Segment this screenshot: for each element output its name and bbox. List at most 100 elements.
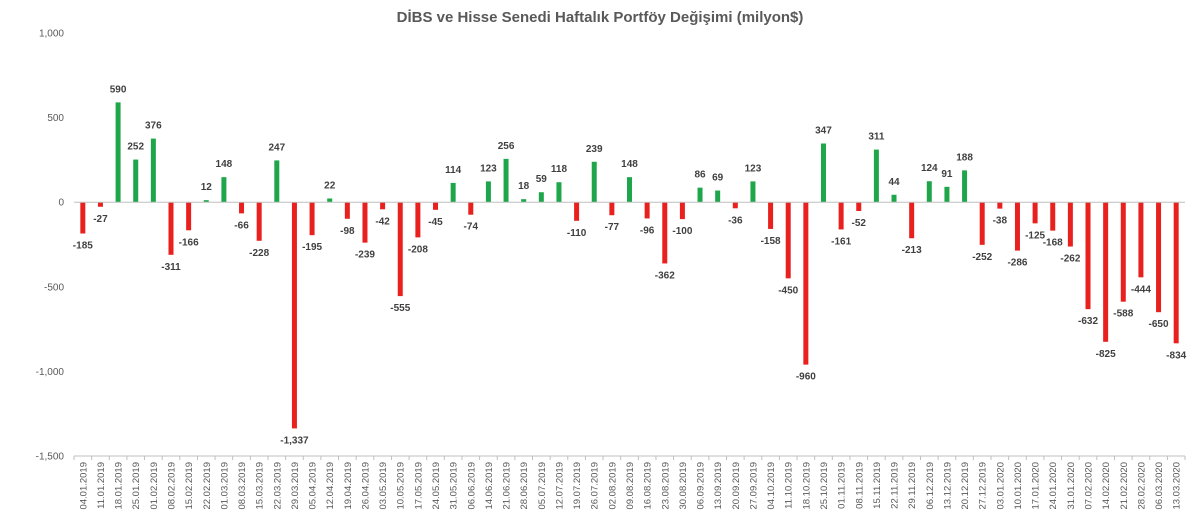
x-tick-label: 27.12.2019 bbox=[978, 462, 989, 510]
data-label: 188 bbox=[956, 152, 973, 163]
x-tick-label: 26.07.2019 bbox=[590, 462, 601, 510]
x-tick-label: 18.10.2019 bbox=[801, 462, 812, 510]
data-label: -125 bbox=[1025, 230, 1045, 241]
x-tick-label: 11.10.2019 bbox=[784, 462, 795, 509]
data-label: -110 bbox=[567, 228, 587, 239]
bar bbox=[732, 202, 738, 209]
x-tick-label: 13.12.2019 bbox=[942, 462, 953, 510]
data-label: -311 bbox=[161, 262, 181, 273]
bar bbox=[1156, 202, 1162, 313]
data-label: 252 bbox=[127, 142, 144, 153]
x-tick-label: 06.09.2019 bbox=[696, 462, 707, 510]
bar bbox=[274, 160, 280, 203]
bar bbox=[1120, 202, 1126, 302]
data-label: 22 bbox=[324, 180, 336, 191]
x-tick-label: 16.08.2019 bbox=[643, 462, 654, 510]
bar bbox=[133, 159, 139, 203]
x-tick-label: 22.02.2019 bbox=[202, 462, 213, 510]
data-label: -158 bbox=[761, 236, 781, 247]
bar bbox=[750, 181, 756, 203]
bar bbox=[574, 202, 580, 221]
bar bbox=[80, 202, 86, 234]
x-tick-label: 22.11.2019 bbox=[890, 462, 901, 509]
bar bbox=[468, 202, 474, 215]
data-label: -42 bbox=[375, 216, 390, 227]
bar bbox=[538, 192, 544, 203]
x-axis: 04.01.2019 11.01.2019 18.01.2019 25.01.2019… bbox=[73, 455, 1186, 510]
bar bbox=[697, 187, 703, 203]
data-label: -555 bbox=[390, 303, 410, 314]
bars-group bbox=[80, 102, 1179, 429]
data-label: 18 bbox=[518, 181, 530, 192]
data-label: -1,337 bbox=[280, 435, 309, 446]
bar bbox=[662, 202, 668, 264]
data-label: -362 bbox=[655, 270, 675, 281]
x-tick-label: 08.11.2019 bbox=[854, 462, 865, 509]
data-label: -834 bbox=[1166, 350, 1186, 361]
x-tick-label: 06.03.2020 bbox=[1154, 462, 1165, 510]
x-tick-label: 03.05.2019 bbox=[378, 462, 389, 510]
data-label: 114 bbox=[445, 165, 462, 176]
data-label: -450 bbox=[778, 285, 798, 296]
bar bbox=[591, 161, 597, 203]
data-label: 311 bbox=[868, 132, 885, 143]
data-label: -166 bbox=[179, 237, 199, 248]
x-tick-label: 15.03.2019 bbox=[255, 462, 266, 510]
bar bbox=[503, 158, 509, 203]
bar bbox=[1032, 202, 1038, 224]
x-tick-label: 28.06.2019 bbox=[519, 462, 530, 510]
data-label: -27 bbox=[93, 214, 108, 225]
x-tick-label: 20.12.2019 bbox=[960, 462, 971, 510]
y-tick-label: -500 bbox=[44, 282, 64, 293]
x-tick-label: 19.04.2019 bbox=[343, 462, 354, 510]
data-label: 148 bbox=[216, 159, 233, 170]
data-label: -185 bbox=[73, 241, 93, 252]
x-tick-label: 17.01.2020 bbox=[1031, 462, 1042, 510]
data-label: 123 bbox=[480, 163, 497, 174]
data-label: -213 bbox=[902, 245, 922, 256]
x-tick-label: 08.03.2019 bbox=[237, 462, 248, 510]
data-label: -286 bbox=[1007, 258, 1027, 269]
x-tick-label: 05.04.2019 bbox=[308, 462, 319, 510]
data-label: -45 bbox=[428, 217, 443, 228]
x-tick-label: 19.07.2019 bbox=[572, 462, 583, 510]
y-tick-label: 500 bbox=[47, 113, 64, 124]
data-label: -38 bbox=[993, 216, 1008, 227]
bar bbox=[521, 199, 527, 203]
x-tick-label: 30.08.2019 bbox=[678, 462, 689, 510]
x-tick-label: 28.02.2020 bbox=[1136, 462, 1147, 510]
data-label: -168 bbox=[1043, 238, 1063, 249]
x-tick-label: 08.02.2019 bbox=[166, 462, 177, 510]
x-tick-label: 06.06.2019 bbox=[466, 462, 477, 510]
data-label: -52 bbox=[852, 218, 867, 229]
data-label: 148 bbox=[621, 159, 638, 170]
x-tick-label: 29.03.2019 bbox=[290, 462, 301, 510]
bar bbox=[168, 202, 174, 255]
bar bbox=[239, 202, 245, 214]
data-label: 86 bbox=[694, 170, 706, 181]
x-tick-label: 11.01.2019 bbox=[96, 462, 107, 509]
data-label: -100 bbox=[672, 226, 692, 237]
bar bbox=[115, 102, 121, 203]
data-label: 59 bbox=[536, 174, 548, 185]
chart-title: DİBS ve Hisse Senedi Haftalık Portföy De… bbox=[397, 9, 804, 26]
x-tick-label: 31.05.2019 bbox=[449, 462, 460, 510]
x-tick-label: 01.03.2019 bbox=[219, 462, 230, 510]
bar bbox=[644, 202, 650, 219]
bar bbox=[838, 202, 844, 230]
bar bbox=[997, 202, 1003, 209]
bar bbox=[627, 177, 632, 203]
bar bbox=[785, 202, 791, 279]
x-tick-label: 05.07.2019 bbox=[537, 462, 548, 510]
bar bbox=[873, 149, 879, 203]
data-label: 124 bbox=[921, 163, 938, 174]
bar bbox=[1067, 202, 1073, 247]
x-tick-label: 24.01.2020 bbox=[1048, 462, 1059, 510]
bar bbox=[186, 202, 192, 231]
bar bbox=[380, 202, 386, 210]
bar bbox=[909, 202, 915, 239]
bar bbox=[1014, 202, 1020, 251]
x-tick-label: 21.02.2020 bbox=[1119, 462, 1130, 510]
